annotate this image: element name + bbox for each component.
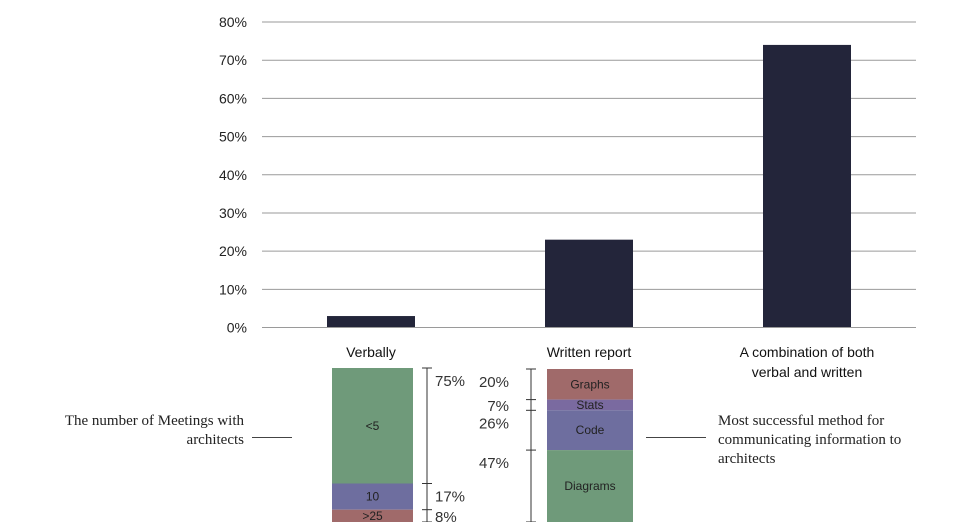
y-tick-label: 80% (219, 14, 247, 30)
segment-percent-label: 47% (479, 455, 509, 472)
method-note: Most successful method for communicating… (718, 413, 902, 467)
stack-segment (547, 450, 633, 522)
segment-label: Diagrams (564, 479, 615, 493)
stacked-bar-written-report: Graphs 20% Stats 7% Code 26% Diagrams 47% (479, 368, 633, 522)
segment-percent-label: 75% (435, 373, 465, 390)
segment-label: 10 (366, 490, 380, 504)
y-tick-label: 10% (219, 281, 247, 297)
stacked-bar-verbally: <5 75% 10 17% >25 8% (332, 367, 465, 522)
segment-percent-label: 8% (435, 509, 457, 522)
y-tick-label: 60% (219, 90, 247, 106)
y-axis-ticks: 0% 10% 20% 30% 40% 50% 60% 70% 80% (219, 14, 247, 336)
stack-segment (332, 483, 413, 510)
y-tick-label: 70% (219, 52, 247, 68)
segment-label: Stats (576, 398, 603, 412)
segment-percent-label: 26% (479, 415, 509, 432)
bar (327, 316, 415, 328)
segment-label: >25 (362, 509, 383, 522)
stack-segment (332, 368, 413, 484)
y-tick-label: 50% (219, 129, 247, 145)
y-tick-label: 40% (219, 167, 247, 183)
stack-segment (547, 399, 633, 411)
y-tick-label: 20% (219, 243, 247, 259)
stack-segment (332, 509, 413, 522)
y-tick-label: 30% (219, 205, 247, 221)
category-label: Verbally (346, 344, 396, 360)
y-tick-label: 0% (227, 320, 247, 336)
category-label: Written report (547, 344, 632, 360)
segment-percent-label: 7% (487, 398, 509, 415)
bar (545, 239, 633, 328)
stack-segment (547, 369, 633, 400)
segment-label: Code (576, 423, 605, 437)
segment-label: Graphs (570, 377, 609, 391)
segment-label: <5 (366, 419, 380, 433)
stack-segment (547, 410, 633, 451)
category-labels: Verbally Written report A combination of b… (346, 344, 874, 380)
bars (327, 44, 851, 328)
segment-percent-label: 17% (435, 489, 465, 506)
gridlines (262, 21, 916, 290)
bar (763, 44, 851, 328)
meetings-note: The number of Meetings with architects (64, 413, 244, 448)
segment-percent-label: 20% (479, 374, 509, 391)
category-label: A combination of both verbal and written (740, 344, 875, 380)
